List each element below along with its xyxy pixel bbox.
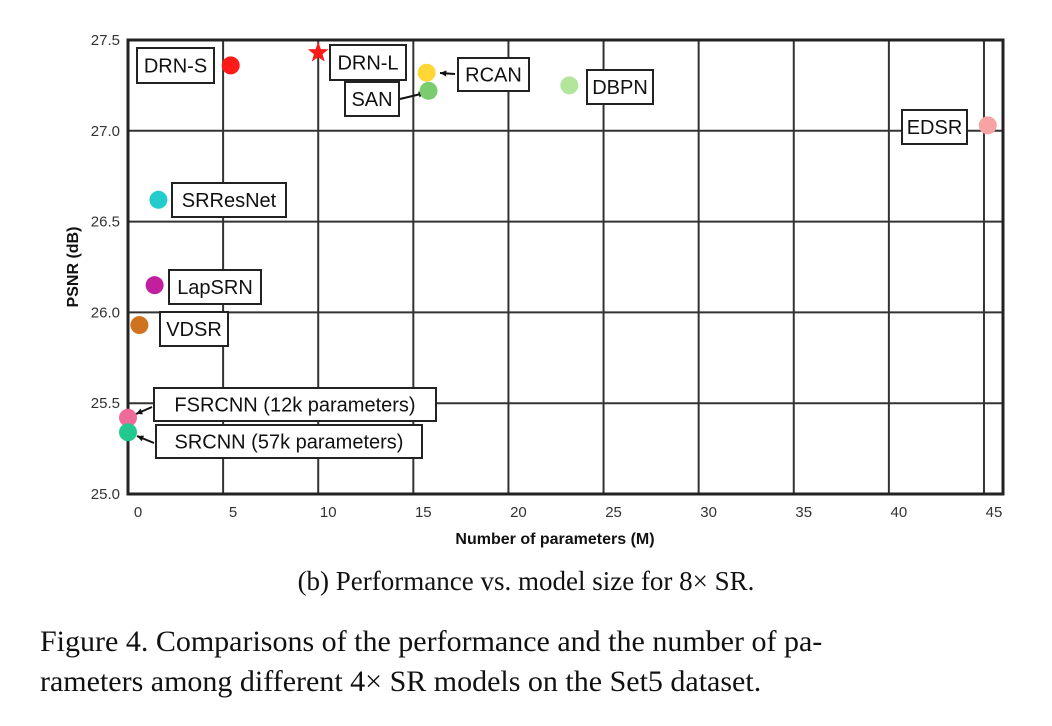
x-tick-label: 30	[700, 504, 717, 521]
point-label: EDSR	[907, 117, 963, 139]
tick-labels: 0 5 10 15 20 25 30 35 40 45 25.0 25.5 26.0 26.5 27.0 27…	[91, 32, 1003, 521]
scatter-chart: 0 5 10 15 20 25 30 35 40 45 25.0 25.5 26.0 26.5 27.0 27…	[65, 32, 1005, 548]
point-label-box	[457, 57, 530, 92]
x-tick-label: 15	[415, 504, 432, 521]
y-tick-label: 26.5	[91, 214, 120, 231]
data-point	[419, 81, 438, 100]
y-tick-label: 27.0	[91, 123, 120, 140]
x-tick-label: 35	[795, 504, 812, 521]
arrow-head-icon	[440, 70, 447, 77]
data-point	[560, 76, 579, 95]
point-label-box	[901, 109, 968, 145]
point-label-box	[344, 81, 400, 117]
figure-caption: Figure 4. Comparisons of the performance…	[40, 622, 1030, 702]
data-point	[221, 56, 240, 75]
point-label-box	[329, 44, 407, 81]
point-label: SRCNN (57k parameters)	[175, 432, 404, 454]
data-point	[149, 190, 168, 209]
point-label-box	[136, 47, 215, 84]
subfigure-caption: (b) Performance vs. model size for 8× SR…	[297, 566, 755, 596]
point-label: DBPN	[592, 77, 648, 99]
point-label-box	[168, 269, 262, 305]
figure-caption-line-1: Figure 4. Comparisons of the performance…	[40, 625, 823, 658]
y-tick-label: 27.5	[91, 32, 120, 49]
data-point	[119, 423, 137, 442]
x-tick-label: 5	[229, 504, 237, 521]
data-point	[119, 408, 137, 427]
point-label: LapSRN	[177, 277, 253, 299]
point-label: SRResNet	[182, 190, 277, 212]
point-label: FSRCNN (12k parameters)	[174, 395, 415, 417]
point-label-box	[153, 387, 437, 422]
y-tick-label: 25.0	[91, 486, 120, 503]
point-labels: DRN-S DRN-L RCAN SAN DBPN EDSR SRResNet LapSRN V…	[135, 44, 968, 459]
point-label: DRN-S	[144, 56, 207, 78]
data-point	[978, 116, 997, 135]
x-tick-label: 45	[986, 504, 1003, 521]
x-tick-label: 0	[134, 504, 142, 521]
y-tick-label: 25.5	[91, 395, 120, 412]
point-label-box	[171, 182, 287, 218]
x-tick-label: 20	[510, 504, 527, 521]
point-label: DRN-L	[337, 53, 398, 75]
data-point	[145, 276, 164, 295]
point-label: SAN	[351, 89, 392, 111]
data-point	[417, 63, 436, 82]
x-axis-label: Number of parameters (M)	[455, 531, 654, 548]
x-tick-label: 40	[891, 504, 908, 521]
data-point	[130, 316, 149, 335]
data-points	[119, 41, 997, 442]
arrow-head-icon	[137, 435, 144, 442]
point-label: VDSR	[166, 319, 222, 341]
y-tick-label: 26.0	[91, 304, 120, 321]
point-label-box	[586, 69, 654, 105]
figure-caption-line-2: rameters among different 4× SR models on…	[40, 665, 762, 698]
point-label-box	[159, 311, 229, 347]
point-label-box	[155, 424, 423, 459]
arrow-head-icon	[136, 408, 143, 415]
x-tick-label: 25	[605, 504, 622, 521]
plot-frame	[126, 38, 1005, 496]
x-tick-label: 10	[320, 504, 337, 521]
y-axis-label: PSNR (dB)	[65, 227, 82, 308]
point-label: RCAN	[465, 65, 522, 87]
data-point-star	[307, 41, 329, 62]
